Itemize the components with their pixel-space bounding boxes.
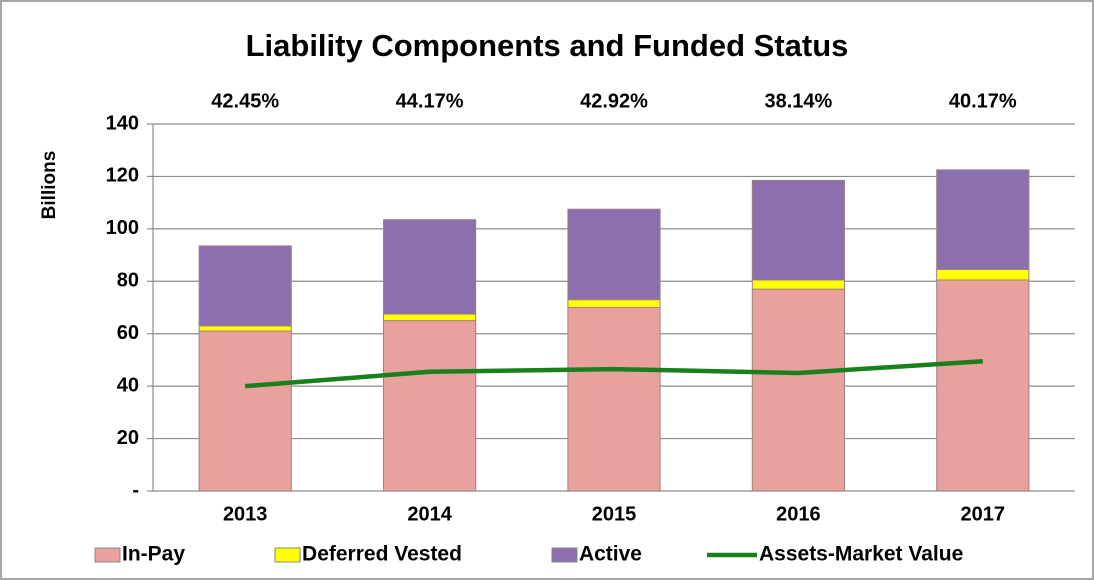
bar-segment bbox=[198, 325, 292, 332]
x-tick-label: 2015 bbox=[592, 503, 637, 525]
x-tick-label: 2013 bbox=[223, 503, 268, 525]
legend-label: In-Pay bbox=[122, 543, 185, 566]
bar-segment bbox=[567, 208, 661, 301]
bar-segment bbox=[383, 320, 477, 492]
y-tick-label: 40 bbox=[117, 374, 139, 396]
bar-segment bbox=[383, 219, 477, 315]
y-tick-label: 20 bbox=[117, 427, 139, 449]
bar-segment bbox=[567, 299, 661, 308]
funded-percent: 42.45% bbox=[211, 90, 279, 112]
bar-segment bbox=[936, 268, 1030, 281]
bar-segment bbox=[751, 279, 845, 290]
x-tick-label: 2014 bbox=[407, 503, 452, 525]
x-tick-label: 2016 bbox=[776, 503, 821, 525]
bar-segment bbox=[936, 169, 1030, 270]
y-tick-label: 80 bbox=[117, 270, 139, 292]
legend-label: Assets-Market Value bbox=[759, 543, 963, 566]
legend-swatch bbox=[551, 547, 578, 563]
bar-segment bbox=[751, 288, 845, 492]
x-tick-label: 2017 bbox=[961, 503, 1006, 525]
legend-label: Active bbox=[579, 543, 642, 566]
chart-title: Liability Components and Funded Status bbox=[246, 28, 849, 63]
legend-swatch bbox=[274, 547, 301, 563]
funded-percent: 44.17% bbox=[396, 90, 464, 112]
y-axis-label: Billions bbox=[39, 151, 60, 220]
y-tick-label: 120 bbox=[106, 165, 139, 187]
bar-segment bbox=[198, 245, 292, 327]
bar-segment bbox=[383, 313, 477, 322]
y-tick-label: 100 bbox=[106, 217, 139, 239]
bar-segment bbox=[567, 307, 661, 492]
legend-swatch bbox=[94, 547, 121, 563]
y-tick-label: 60 bbox=[117, 322, 139, 344]
y-tick-label: - bbox=[132, 479, 139, 501]
bar-segment bbox=[751, 179, 845, 281]
bar-segment bbox=[198, 330, 292, 492]
y-tick-label: 140 bbox=[106, 112, 139, 134]
funded-percent: 40.17% bbox=[949, 90, 1017, 112]
funded-percent: 42.92% bbox=[580, 90, 648, 112]
line-series bbox=[245, 358, 983, 389]
funded-percent: 38.14% bbox=[764, 90, 832, 112]
legend-label: Deferred Vested bbox=[302, 543, 462, 566]
bar-segment bbox=[936, 279, 1030, 492]
